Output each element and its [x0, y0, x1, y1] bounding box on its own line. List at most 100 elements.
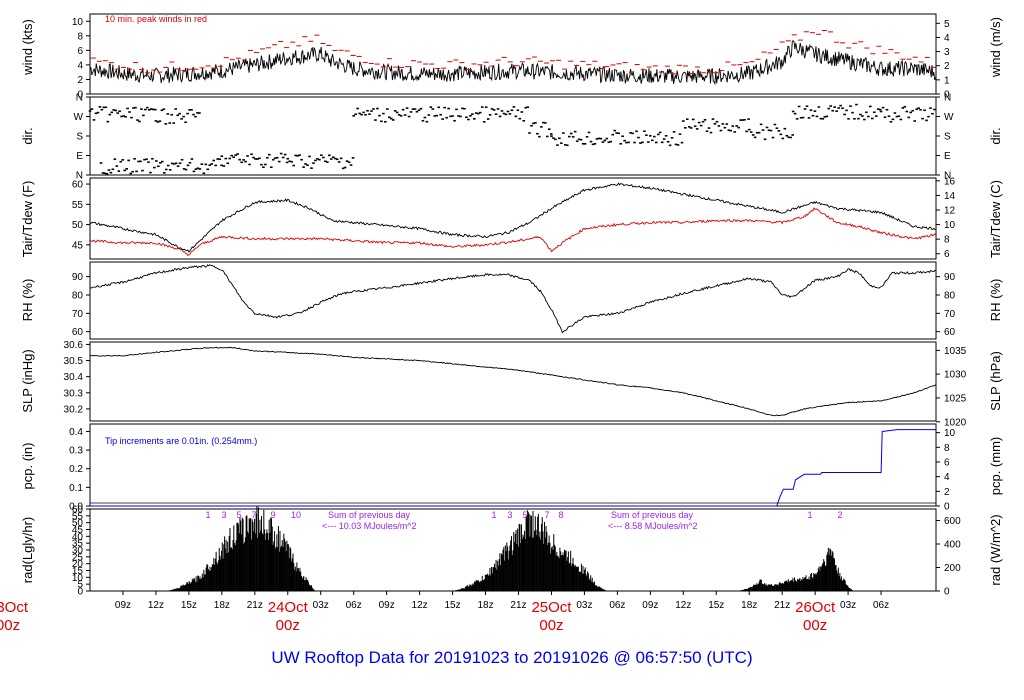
dir-right-tick-label: E — [944, 151, 951, 162]
temp-right-tick-label: 6 — [944, 249, 950, 260]
rad-left-tick-label: 45 — [72, 525, 84, 536]
rad-left-tick-label: 55 — [72, 511, 84, 522]
pcp-ylabel-right: pcp. (mm) — [988, 437, 1003, 496]
x-tick-label: 15z — [708, 600, 724, 611]
wind-left-tick-label: 2 — [77, 75, 83, 86]
pcp-left-tick-label: 0.4 — [69, 427, 83, 438]
rad-left-tick-label: 0 — [77, 587, 83, 598]
dir-frame — [89, 96, 937, 176]
x-day-time: 00z — [803, 617, 827, 634]
x-tick-label: 03z — [840, 600, 856, 611]
temp-left-tick-label: 50 — [72, 220, 84, 231]
rad-left-tick-label: 10 — [72, 573, 84, 584]
wind-panel — [86, 13, 940, 95]
pcp-left-tick-label: 0.2 — [69, 464, 83, 475]
wind-left-tick-label: 6 — [77, 46, 83, 57]
temp-right-tick-label: 8 — [944, 235, 950, 246]
x-tick-label: 18z — [214, 600, 230, 611]
wind-right-tick-label: 0 — [944, 90, 950, 101]
rad-sum1-title: Sum of previous day — [328, 510, 411, 520]
chart-title: UW Rooftop Data for 20191023 to 20191026… — [271, 648, 753, 667]
dir-right-tick-label: N — [944, 93, 951, 104]
dir-panel — [86, 96, 940, 176]
temp-right-tick-label: 12 — [944, 205, 956, 216]
wind-note: 10 min. peak winds in red — [105, 14, 207, 24]
wind-right-tick-label: 1 — [944, 75, 950, 86]
x-tick-label: 12z — [148, 600, 164, 611]
slp-left-tick-label: 30.3 — [64, 388, 84, 399]
slp-line — [89, 346, 937, 417]
wind-right-tick-label: 4 — [944, 33, 950, 44]
x-tick-label: 06z — [609, 600, 625, 611]
rad-hour-label: 10 — [291, 510, 301, 520]
x-tick-label: 09z — [379, 600, 395, 611]
x-day-label: 25Oct — [531, 599, 572, 616]
dir-ylabel-right: dir. — [988, 127, 1003, 144]
wind-ylabel-right: wind (m/s) — [988, 17, 1003, 78]
rad-sum2-value: <--- 8.58 MJoules/m^2 — [608, 521, 698, 531]
rad-sum1-value: <--- 10.03 MJoules/m^2 — [322, 521, 417, 531]
pcp-right-tick-label: 8 — [944, 443, 950, 454]
slp-left-tick-label: 30.2 — [64, 404, 84, 415]
x-tick-label: 03z — [576, 600, 592, 611]
wind-left-tick-label: 8 — [77, 31, 83, 42]
rh-line — [89, 264, 937, 334]
x-day-time: 00z — [539, 617, 563, 634]
rad-ylabel-right: rad (W/m^2) — [988, 514, 1003, 585]
rad-hour-label: 5 — [522, 510, 527, 520]
dir-left-tick-label: E — [76, 151, 83, 162]
rad-right-tick-label: 400 — [944, 539, 961, 550]
x-day-time: 00z — [0, 617, 20, 634]
temp-right-tick-label: 14 — [944, 191, 956, 202]
rad-right-tick-label: 0 — [944, 587, 950, 598]
rad-hour-label: 2 — [837, 510, 842, 520]
wind-left-tick-label: 0 — [77, 90, 83, 101]
x-tick-label: 21z — [510, 600, 526, 611]
slp-ylabel-left: SLP (inHg) — [20, 349, 35, 412]
temp-ylabel-right: Tair/Tdew (C) — [988, 180, 1003, 258]
slp-panel — [86, 341, 940, 423]
wind-speed-line — [89, 40, 937, 86]
x-tick-label: 12z — [675, 600, 691, 611]
x-day-label: 26Oct — [795, 599, 836, 616]
rad-right-tick-label: 200 — [944, 563, 961, 574]
slp-ylabel-right: SLP (hPa) — [988, 351, 1003, 411]
rad-left-tick-label: 20 — [72, 559, 84, 570]
wind-right-tick-label: 3 — [944, 47, 950, 58]
rad-left-tick-label: 60 — [72, 505, 84, 516]
x-tick-label: 12z — [412, 600, 428, 611]
temp-frame — [89, 177, 937, 260]
rh-panel — [86, 261, 940, 340]
rad-left-tick-label: 50 — [72, 518, 84, 529]
slp-right-tick-label: 1020 — [944, 417, 967, 428]
rh-left-tick-label: 60 — [72, 327, 84, 338]
x-tick-label: 03z — [313, 600, 329, 611]
rad-hour-label: 5 — [236, 510, 241, 520]
slp-frame — [89, 341, 937, 422]
temp-right-tick-label: 10 — [944, 220, 956, 231]
temp-left-tick-label: 45 — [72, 240, 84, 251]
rad-hour-label: 9 — [270, 510, 275, 520]
dir-left-tick-label: S — [76, 132, 83, 143]
dir-left-tick-label: W — [74, 112, 84, 123]
pcp-right-tick-label: 10 — [944, 428, 956, 439]
rad-left-tick-label: 30 — [72, 546, 84, 557]
x-day-label: 24Oct — [268, 599, 309, 616]
dir-right-tick-label: S — [944, 132, 951, 143]
rad-left-tick-label: 40 — [72, 532, 84, 543]
rad-hour-label: 3 — [507, 510, 512, 520]
x-tick-label: 18z — [477, 600, 493, 611]
temp-left-tick-label: 55 — [72, 200, 84, 211]
temp-ylabel-left: Tair/Tdew (F) — [20, 181, 35, 258]
temp-panel — [86, 177, 940, 260]
pcp-left-tick-label: 0.3 — [69, 446, 83, 457]
dir-right-tick-label: W — [944, 112, 954, 123]
x-tick-label: 09z — [642, 600, 658, 611]
x-tick-label: 15z — [445, 600, 461, 611]
wind-frame — [89, 13, 937, 95]
slp-left-tick-label: 30.5 — [64, 356, 84, 367]
x-tick-label: 09z — [115, 600, 131, 611]
x-tick-label: 21z — [247, 600, 263, 611]
rad-hour-label: 3 — [221, 510, 226, 520]
